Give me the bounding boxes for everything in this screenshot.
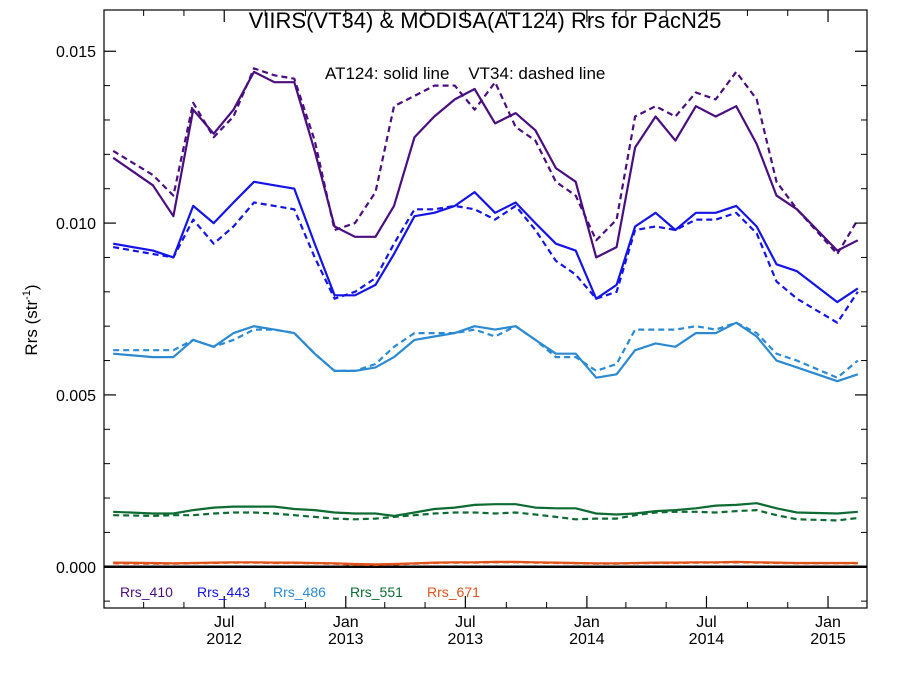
series-line-rrs-551-at124 xyxy=(113,502,858,518)
axes: 0.0000.0050.0100.015Jul2012Jan2013Jul201… xyxy=(56,9,868,648)
legend-item-rrs-410: Rrs_410 xyxy=(120,584,173,600)
legend: Rrs_410 Rrs_443 Rrs_486 Rrs_551 Rrs_671 xyxy=(120,584,480,600)
x-tick-label-month: Jan xyxy=(333,614,359,631)
chart-title: VIIRS(VT34) & MODISA(AT124) Rrs for PacN… xyxy=(249,8,722,33)
x-tick-label-year: 2013 xyxy=(328,631,364,648)
y-axis-label-text: Rrs (str xyxy=(22,300,41,356)
series-line-rrs-443-vt34 xyxy=(113,201,859,324)
series-line-rrs-410-vt34 xyxy=(112,67,859,256)
y-axis-label-sup: -1 xyxy=(21,290,33,300)
legend-item-rrs-671: Rrs_671 xyxy=(427,584,480,600)
series-line-rrs-486-at124 xyxy=(113,321,859,383)
series-line-rrs-551-vt34 xyxy=(113,509,858,522)
legend-item-rrs-551: Rrs_551 xyxy=(350,584,403,600)
x-tick-label-year: 2014 xyxy=(689,631,725,648)
plot-area xyxy=(104,67,867,569)
y-tick-label: 0.010 xyxy=(56,216,96,233)
series-line-rrs-671-vt34 xyxy=(113,561,858,567)
x-tick-label-month: Jul xyxy=(696,614,716,631)
legend-item-rrs-486: Rrs_486 xyxy=(273,584,326,600)
y-axis-label-close: ) xyxy=(22,284,41,290)
x-tick-label-year: 2012 xyxy=(206,631,242,648)
series-line-rrs-410-at124 xyxy=(112,70,859,259)
x-tick-label-month: Jul xyxy=(455,614,475,631)
line-style-annotation: AT124: solid line VT34: dashed line xyxy=(325,64,605,83)
y-tick-label: 0.000 xyxy=(56,560,96,577)
y-tick-label: 0.005 xyxy=(56,388,96,405)
series-line-rrs-443-at124 xyxy=(113,180,859,304)
plot-frame xyxy=(103,9,868,609)
x-tick-label-month: Jul xyxy=(214,614,234,631)
x-tick-label-year: 2014 xyxy=(569,631,605,648)
legend-item-rrs-443: Rrs_443 xyxy=(197,584,250,600)
y-axis-label: Rrs (str-1) xyxy=(21,284,41,355)
x-tick-label-year: 2015 xyxy=(810,631,846,648)
y-tick-label: 0.015 xyxy=(56,44,96,61)
series-line-rrs-486-vt34 xyxy=(113,321,859,379)
x-tick-label-year: 2013 xyxy=(448,631,484,648)
x-tick-label-month: Jan xyxy=(815,614,841,631)
x-tick-label-month: Jan xyxy=(574,614,600,631)
